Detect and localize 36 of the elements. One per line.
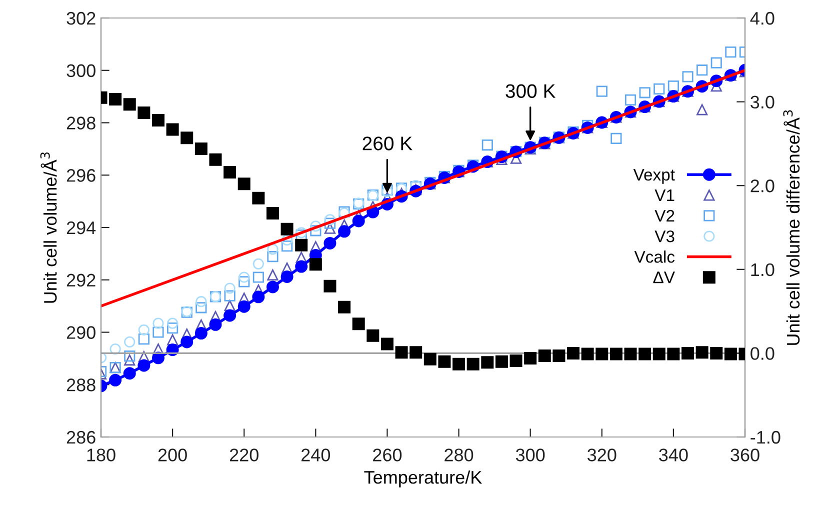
- y2-axis-title: Unit cell volume difference/Å$^{3}$: [783, 110, 800, 345]
- x-tick-label: 220: [230, 448, 258, 462]
- legend-label: V1: [654, 190, 674, 202]
- y-tick-label: 292: [66, 274, 96, 287]
- y-tick-label: 294: [66, 221, 96, 234]
- y-tick-label: 298: [66, 116, 96, 130]
- x-tick-label: 340: [659, 448, 688, 462]
- y2-tick-label: 0.0: [750, 347, 774, 360]
- y2-tick-label: 4.0: [750, 12, 774, 25]
- legend-label: ΔV: [653, 272, 675, 284]
- annotation: 260 K: [362, 136, 412, 150]
- legend-label: V2: [654, 210, 674, 222]
- x-tick-label: 300: [516, 448, 545, 462]
- x-tick-label: 320: [588, 448, 616, 462]
- y2-tick-label: 2.0: [750, 180, 774, 192]
- x-axis-title: Temperature/K: [364, 470, 482, 488]
- x-tick-label: 180: [87, 448, 116, 462]
- y2-tick-label: -1.0: [750, 430, 780, 444]
- annotation: 300 K: [506, 84, 556, 98]
- y2-tick-label: 3.0: [750, 96, 774, 109]
- legend-label: Vcalc: [634, 250, 675, 263]
- x-tick-label: 280: [444, 448, 474, 462]
- legend-label: V3: [654, 230, 674, 242]
- y-tick-label: 288: [66, 378, 96, 392]
- y-tick-label: 286: [66, 430, 96, 444]
- y-tick-label: 302: [66, 12, 96, 25]
- x-tick-label: 360: [730, 448, 760, 462]
- y-tick-label: 290: [66, 326, 96, 339]
- y-tick-label: 296: [66, 169, 96, 182]
- x-tick-label: 260: [373, 448, 402, 462]
- y2-tick-label: 1.0: [751, 263, 774, 276]
- x-tick-label: 200: [158, 448, 187, 462]
- x-tick-label: 240: [302, 448, 330, 462]
- y-axis-title: Unit cell volume/Å$^{3}$: [40, 152, 57, 303]
- legend-label: Vexpt: [633, 169, 675, 184]
- y-tick-label: 300: [66, 64, 96, 78]
